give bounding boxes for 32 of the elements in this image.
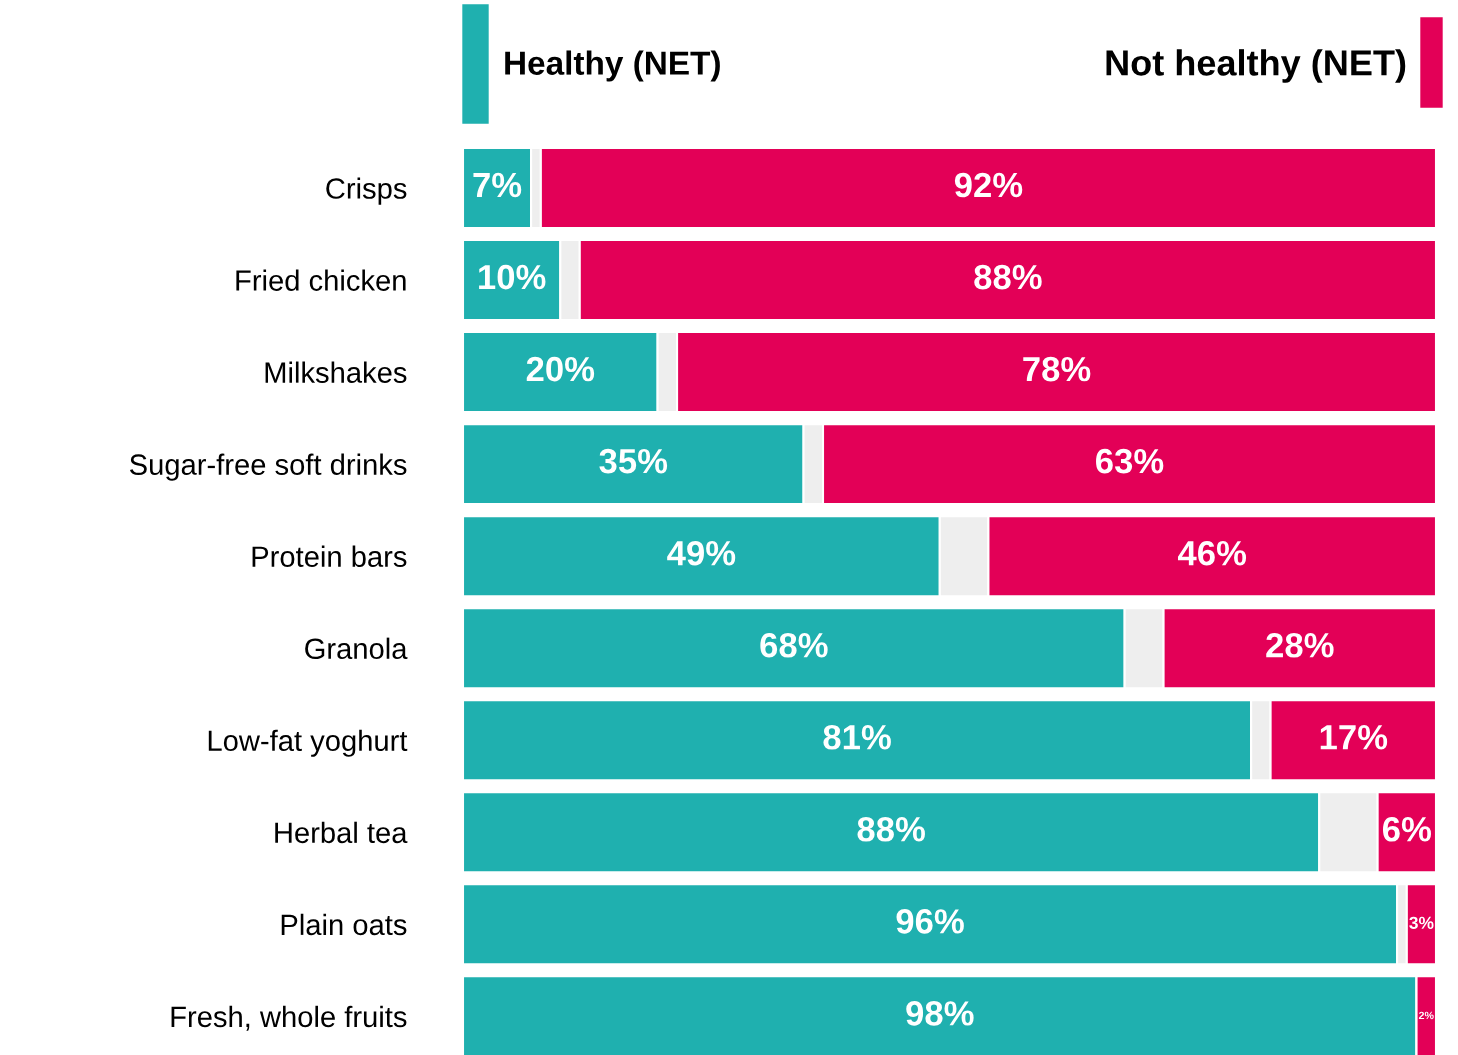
y-tick-label: Milkshakes <box>265 361 407 383</box>
data-label: 35% <box>599 448 668 474</box>
y-tick-label: Protein bars <box>252 545 407 568</box>
series-label: Not healthy (NET) <box>1106 49 1406 83</box>
data-label: 88% <box>857 817 925 842</box>
data-label: 17% <box>1320 725 1388 750</box>
data-label: 92% <box>954 172 1023 198</box>
data-label: 10% <box>479 264 546 290</box>
data-label: 2% <box>1418 1011 1434 1020</box>
data-label: 98% <box>906 1001 974 1026</box>
y-tick-label: Fried chicken <box>236 269 406 291</box>
y-tick-label: Crisps <box>326 177 407 205</box>
data-label: 3% <box>1409 916 1434 930</box>
data-label: 63% <box>1096 448 1164 474</box>
data-label: 68% <box>760 632 828 658</box>
series-label: Healthy (NET) <box>505 50 720 82</box>
data-label: 28% <box>1266 632 1334 658</box>
y-tick-label: Plain oats <box>281 913 407 936</box>
y-tick-label: Low-fat yoghurt <box>208 729 408 757</box>
data-label: 7% <box>473 172 522 198</box>
data-label: 96% <box>896 909 964 934</box>
data-label: 46% <box>1177 540 1247 566</box>
data-label: 88% <box>974 264 1042 290</box>
y-tick-label: Granola <box>305 637 408 660</box>
data-label: 6% <box>1382 817 1431 842</box>
y-tick-label: Fresh, whole fruits <box>171 1005 407 1031</box>
data-label: 78% <box>1023 356 1091 382</box>
data-label: 20% <box>526 356 595 382</box>
y-tick-label: Sugar-free soft drinks <box>129 453 407 481</box>
data-label: 81% <box>823 724 891 750</box>
y-tick-label: Herbal tea <box>275 821 408 844</box>
data-label: 49% <box>667 540 736 566</box>
